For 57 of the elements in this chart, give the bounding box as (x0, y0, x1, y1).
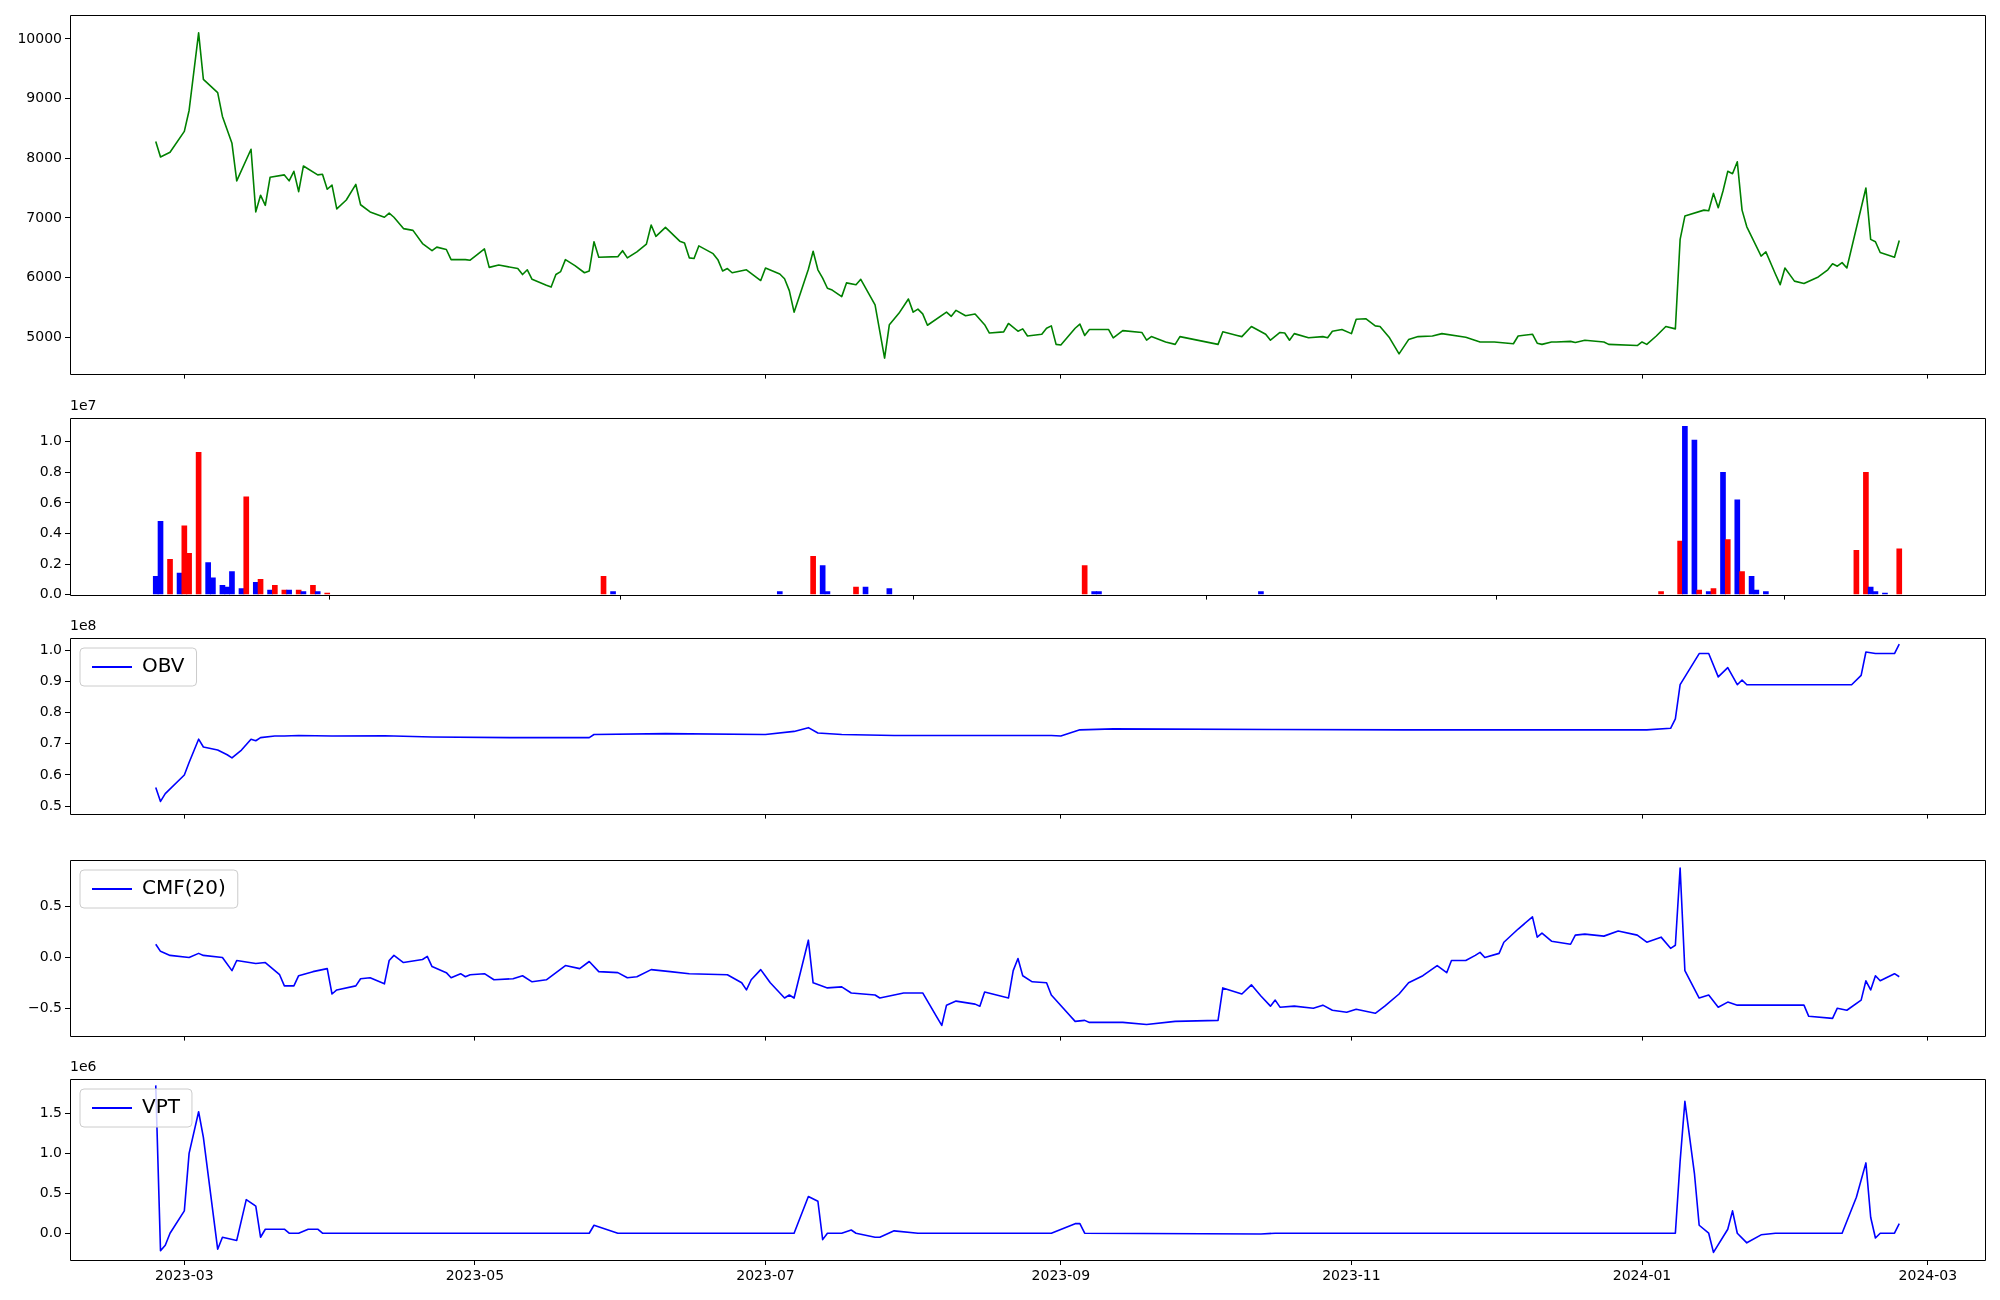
y-tick-label: 0.4 (39, 524, 63, 541)
legend-label: VPT (142, 1094, 181, 1119)
x-tick-label: 2023-11 (1322, 1267, 1381, 1284)
y-tick-label: 1.0 (39, 641, 62, 658)
bar (1720, 471, 1726, 595)
bar (853, 586, 859, 595)
y-tick-label: 1.0 (39, 1143, 62, 1160)
bar (1724, 539, 1731, 595)
bar (310, 585, 316, 595)
y-tick-label: 0.0 (39, 1223, 62, 1240)
y-tick-label: 8000 (26, 148, 62, 165)
bar (1896, 548, 1903, 595)
bar (1658, 591, 1664, 595)
bar (810, 556, 816, 595)
x-tick-label: 2024-01 (1612, 1267, 1672, 1284)
x-tick-label: 2023-05 (445, 1267, 505, 1284)
y-tick-label: 0.7 (39, 734, 62, 751)
y-tick-label: 1.0 (39, 432, 62, 449)
bar (610, 591, 616, 595)
legend-label: OBV (142, 653, 185, 678)
bar (243, 496, 250, 595)
bar (1258, 591, 1264, 595)
y-tick-label: 0.0 (39, 585, 62, 602)
y-tick-label: 1.5 (39, 1104, 62, 1120)
bar (167, 559, 173, 595)
text: 1e6 (70, 1057, 97, 1074)
bar (1763, 591, 1769, 595)
y-tick-label: 0.2 (39, 554, 62, 571)
x-tick-label: 2024-03 (1898, 1267, 1958, 1284)
text: 1e8 (70, 616, 97, 633)
bar (1682, 426, 1688, 595)
y-tick-label: 0.5 (39, 1183, 62, 1200)
legend-label: CMF(20) (142, 875, 226, 900)
bar (314, 591, 321, 595)
bar (1863, 471, 1869, 595)
y-tick-label: 0.8 (39, 462, 62, 479)
y-tick-label: 9000 (26, 89, 62, 106)
y-tick-label: 0.8 (39, 703, 62, 720)
bar (1739, 571, 1745, 595)
x-tick-label: 2023-09 (1031, 1267, 1091, 1284)
y-tick-label: 0.5 (39, 897, 62, 914)
y-tick-label: 7000 (26, 208, 62, 225)
y-tick-label: −0.5 (28, 998, 62, 1015)
y-tick-label: 10000 (17, 29, 62, 46)
bar (272, 585, 278, 595)
text: 1e7 (70, 396, 97, 413)
x-tick-label: 2023-07 (736, 1267, 795, 1284)
bar (776, 591, 783, 595)
y-tick-label: 0.0 (39, 948, 62, 965)
y-tick-label: 6000 (26, 268, 62, 285)
y-tick-label: 0.6 (39, 765, 63, 782)
y-tick-label: 0.5 (39, 796, 62, 813)
bar (1734, 499, 1741, 595)
x-tick-label: 2023-03 (155, 1267, 214, 1284)
y-tick-label: 0.9 (39, 672, 62, 689)
y-tick-label: 5000 (26, 327, 62, 344)
y-tick-label: 0.6 (39, 493, 63, 510)
